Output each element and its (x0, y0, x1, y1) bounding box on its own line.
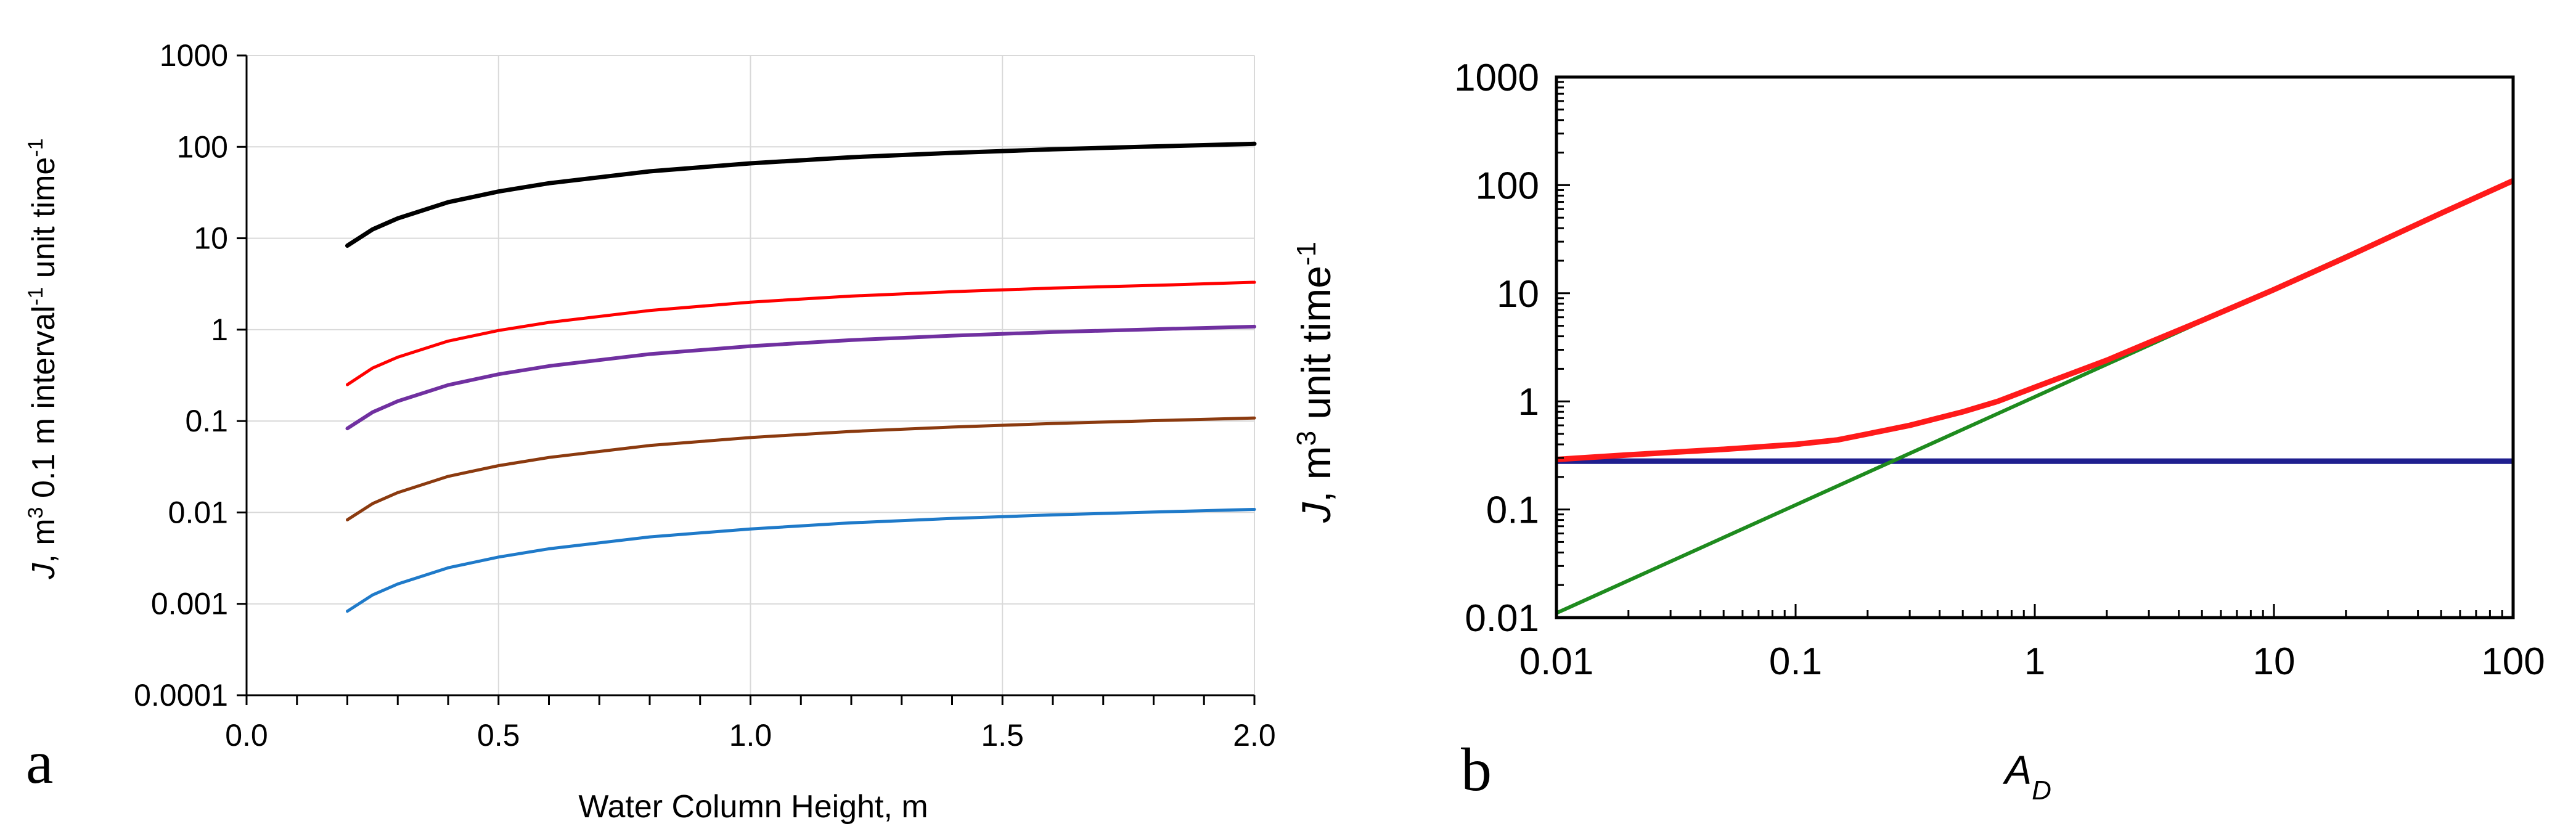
chart-a-y-tick-label: 100 (177, 129, 228, 164)
chart-b-x-tick-label: 100 (2481, 640, 2545, 683)
chart-b-axes (1555, 75, 2515, 619)
chart-a-y-tick-label: 1000 (160, 38, 228, 73)
chart-b-y-tick-label: 10 (1497, 273, 1539, 316)
chart-b-x-tick-labels: 0.01 0.1 1 10 100 (1519, 640, 2545, 683)
chart-a-gridlines (247, 55, 1255, 696)
chart-a-y-tick-label: 1 (211, 312, 228, 347)
chart-a-y-tick-label: 0.1 (185, 404, 228, 438)
chart-b-series-3-line (1556, 178, 2514, 462)
chart-b-x-tick-label: 10 (2253, 640, 2296, 683)
chart-b-y-title-symbol: J (1293, 502, 1339, 523)
chart-a-y-title-symbol: J (26, 563, 62, 580)
chart-a-y-title-sup: 3 (24, 507, 47, 518)
chart-a-x-tick-label: 0.5 (477, 718, 520, 753)
chart-a-series-3-line (345, 324, 1256, 431)
chart-b-x-axis-title: AD (2002, 747, 2051, 806)
chart-b-y-tick-label: 0.1 (1486, 489, 1539, 532)
panel-label-a: a (26, 728, 53, 796)
chart-a-y-title-sup: -1 (24, 287, 47, 306)
chart-b-plot-frame (1555, 75, 2515, 619)
chart-a-x-tick-label: 0.0 (225, 718, 268, 753)
chart-a-axes (237, 54, 1256, 705)
chart-a-y-title-part: , m (26, 518, 62, 563)
chart-b-y-title-part: , m (1293, 446, 1339, 502)
chart-b-x-title-sub: D (2032, 775, 2051, 806)
chart-b-x-tick-label: 1 (2024, 640, 2045, 683)
chart-b-x-tick-label: 0.01 (1519, 640, 1594, 683)
chart-b-series-group (1555, 178, 2514, 615)
chart-a-x-tick-label: 1.0 (729, 718, 772, 753)
chart-a-y-axis-title: J, m3 0.1 m interval-1 unit time-1 (24, 138, 62, 579)
chart-a-series-2-line (346, 280, 1256, 386)
chart-a-y-tick-labels: 0.0001 0.001 0.01 0.1 1 10 100 1000 (134, 38, 228, 712)
chart-a-x-tick-label: 2.0 (1233, 718, 1276, 753)
chart-a-y-title-part: unit time (26, 157, 62, 287)
chart-b-y-title-part: unit time (1293, 266, 1339, 431)
chart-a-y-tick-label: 0.001 (151, 587, 228, 621)
chart-a-y-tick-label: 10 (194, 221, 228, 256)
chart-b-y-tick-label: 1 (1518, 381, 1539, 423)
chart-a-x-axis-title: Water Column Height, m (578, 789, 928, 825)
chart-a-series-4-line (346, 416, 1256, 521)
chart-a-series-group (345, 141, 1257, 613)
chart-a-series-5-line (346, 508, 1256, 613)
chart-a-y-tick-label: 0.01 (168, 495, 228, 529)
chart-a-y-tick-label: 0.0001 (134, 678, 228, 712)
chart-b-y-tick-label: 100 (1476, 165, 1539, 207)
chart-a-x-tick-labels: 0.0 0.5 1.0 1.5 2.0 (225, 718, 1276, 753)
chart-b-y-tick-label: 1000 (1454, 57, 1539, 99)
chart-b-y-tick-label: 0.01 (1465, 597, 1539, 640)
chart-b-y-title-sup: -1 (1291, 242, 1322, 266)
chart-a-series-1-line (345, 141, 1257, 248)
chart-b-y-title-sup: 3 (1291, 431, 1322, 446)
chart-panel-b: 0.01 0.1 1 10 100 0.01 0.1 1 10 100 1000 AD J, m3… (1291, 57, 2545, 806)
chart-b-y-tick-labels: 0.01 0.1 1 10 100 1000 (1454, 57, 1539, 640)
chart-a-y-title-sup: -1 (24, 138, 47, 157)
panel-label-b: b (1461, 735, 1492, 804)
chart-b-y-axis-title: J, m3 unit time-1 (1291, 242, 1339, 523)
chart-b-x-tick-label: 0.1 (1769, 640, 1822, 683)
chart-b-x-title-symbol: A (2002, 747, 2032, 793)
chart-a-x-tick-label: 1.5 (981, 718, 1024, 753)
chart-panel-a: 0.0 0.5 1.0 1.5 2.0 0.0001 0.001 0.01 0.1 1 10 100… (24, 38, 1276, 825)
chart-a-y-title-part: 0.1 m interval (26, 306, 62, 507)
